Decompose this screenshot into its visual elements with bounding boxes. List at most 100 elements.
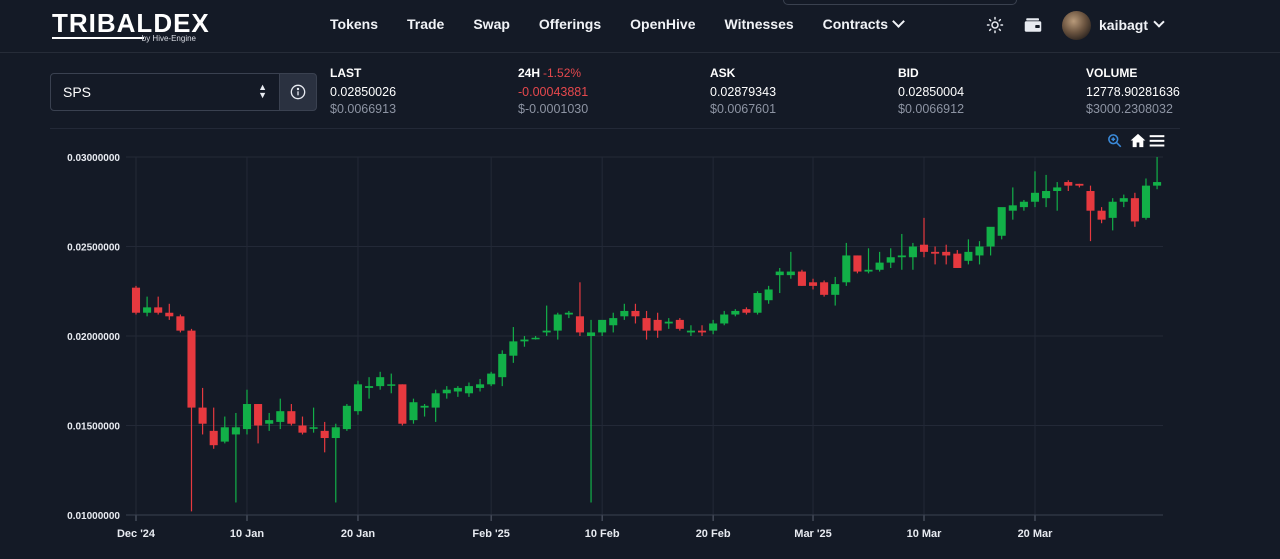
candle-body <box>409 402 418 421</box>
stat-ask-label: ASK <box>710 66 736 80</box>
stat-24h-label: 24H -1.52% <box>518 66 588 82</box>
candle-body <box>1097 210 1106 220</box>
updown-chevron-icon: ▲ ▼ <box>258 82 267 100</box>
candle-body <box>309 427 318 429</box>
candle-body <box>542 330 551 333</box>
candle-body <box>786 271 795 276</box>
candle-body <box>1042 191 1051 199</box>
candle-body <box>431 393 440 408</box>
candle-body <box>498 353 507 378</box>
candle-body <box>575 316 584 333</box>
candle-body <box>908 246 917 258</box>
stat-ask-value: 0.02879343 <box>710 85 777 99</box>
x-tick-label: 20 Jan <box>341 528 376 540</box>
nav-contracts-label: Contracts <box>822 16 888 32</box>
candle-body <box>953 253 962 268</box>
stat-volume-value: 12778.90281636 <box>1086 85 1180 99</box>
candle-body <box>453 387 462 392</box>
candle-body <box>875 262 884 270</box>
candle-body <box>1064 182 1073 186</box>
candle-body <box>520 339 529 342</box>
candle-body <box>797 271 806 286</box>
nav-contracts[interactable]: Contracts <box>822 14 905 32</box>
candle-body <box>531 337 540 340</box>
candle-body <box>775 271 784 276</box>
menu-icon <box>1149 135 1165 147</box>
candle-body <box>1153 182 1162 186</box>
candle-body <box>620 310 629 317</box>
candle-body <box>731 310 740 315</box>
nav-offerings[interactable]: Offerings <box>538 16 602 32</box>
stat-24h-pct: -1.52% <box>543 66 582 80</box>
candle-body <box>720 314 729 324</box>
candle-body <box>653 319 662 331</box>
candle-body <box>587 332 596 336</box>
candle-body <box>1141 185 1151 218</box>
candle-body <box>975 246 984 256</box>
stat-volume: VOLUME 12778.90281636 $3000.2308032 <box>1086 66 1180 116</box>
x-tick-label: 20 Feb <box>696 528 731 540</box>
candle-body <box>376 377 385 387</box>
candle-body <box>442 389 451 394</box>
stat-volume-label: VOLUME <box>1086 66 1138 80</box>
candle-body <box>387 384 396 386</box>
wallet-button[interactable] <box>1022 14 1044 36</box>
nav-openhive[interactable]: OpenHive <box>630 16 696 32</box>
username[interactable]: kaibagt <box>1099 17 1149 33</box>
reset-zoom-button[interactable] <box>1130 133 1146 153</box>
token-info-button[interactable] <box>279 73 317 111</box>
candle-body <box>487 373 496 385</box>
stat-bid-value: 0.02850004 <box>898 85 965 99</box>
theme-toggle-button[interactable] <box>984 14 1006 36</box>
logo-text: TRIBALDEX <box>52 8 210 38</box>
y-tick-label: 0.03000000 <box>67 153 120 164</box>
candle-body <box>154 307 163 313</box>
x-tick-label: 10 Mar <box>907 528 943 540</box>
x-tick-label: 10 Jan <box>230 528 265 540</box>
candle-body <box>697 330 707 333</box>
token-select[interactable]: SPS ▲ ▼ <box>50 73 280 111</box>
search-dropdown-edge <box>783 0 1017 5</box>
candle-body <box>1119 198 1128 202</box>
tribaldex-logo[interactable]: TRIBALDEX by Hive-Engine <box>52 8 210 44</box>
candle-body <box>831 284 840 295</box>
avatar[interactable] <box>1062 11 1091 40</box>
price-chart[interactable]: 0.01000000 0.01500000 0.02000000 0.02500000… <box>0 130 1280 559</box>
candle-body <box>631 310 640 317</box>
nav-swap[interactable]: Swap <box>473 16 510 32</box>
chevron-down-icon[interactable] <box>1153 16 1165 28</box>
stat-last-value: 0.02850026 <box>330 85 397 99</box>
nav-tokens[interactable]: Tokens <box>330 16 378 32</box>
candle-body <box>753 293 762 313</box>
candle-body <box>709 323 718 331</box>
candle-body <box>143 307 152 313</box>
nav-trade[interactable]: Trade <box>406 16 445 32</box>
candle-body <box>509 341 518 356</box>
candle-body <box>808 282 818 286</box>
wallet-icon <box>1024 18 1042 32</box>
candle-body <box>1086 191 1095 211</box>
candle-body <box>1019 201 1028 208</box>
candle-body <box>420 405 429 408</box>
top-navbar: TRIBALDEX by Hive-Engine Tokens Trade Sw… <box>0 0 1280 53</box>
candle-body <box>265 420 274 424</box>
candle-body <box>853 255 862 272</box>
stat-24h-title: 24H <box>518 66 541 80</box>
nav-witnesses[interactable]: Witnesses <box>724 16 794 32</box>
y-tick-label: 0.01000000 <box>67 511 120 522</box>
stat-last-usd: $0.0066913 <box>330 102 397 116</box>
candle-body <box>931 251 940 254</box>
candle-body <box>320 430 329 439</box>
chart-menu-button[interactable] <box>1149 133 1165 153</box>
candle-body <box>165 312 174 317</box>
home-icon <box>1130 133 1146 148</box>
x-tick-label: Mar '25 <box>794 528 831 540</box>
candle-body <box>964 251 973 261</box>
candle-body <box>942 251 951 256</box>
zoom-button[interactable] <box>1107 133 1122 153</box>
x-tick-label: 10 Feb <box>585 528 620 540</box>
token-select-value: SPS <box>63 84 92 100</box>
candle-body <box>919 244 929 252</box>
candle-body <box>287 411 296 424</box>
candle-body <box>598 319 607 333</box>
